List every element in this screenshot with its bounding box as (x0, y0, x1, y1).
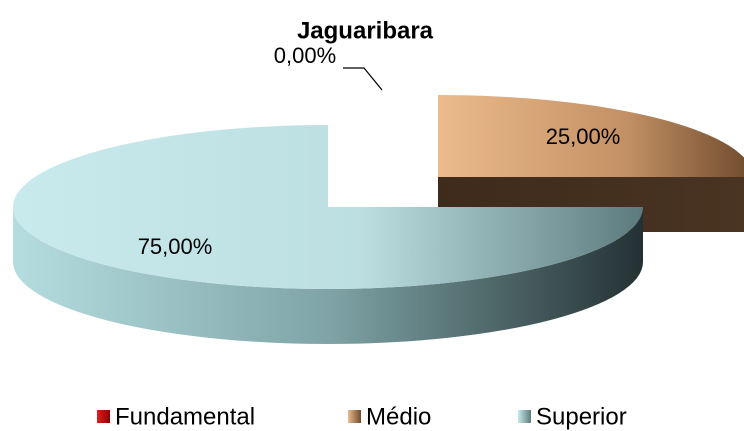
legend-swatch (97, 410, 110, 423)
legend-label: Superior (536, 403, 627, 430)
slice-side (13, 207, 643, 344)
legend-label: Médio (366, 403, 431, 430)
chart-title: Jaguaribara (297, 17, 434, 44)
legend-label: Fundamental (115, 403, 255, 430)
pie-slice (13, 125, 643, 289)
data-label: 25,00% (546, 124, 621, 149)
legend-swatch (518, 410, 531, 423)
pie-slice (438, 95, 744, 177)
legend-swatch (348, 410, 361, 423)
data-label: 0,00% (274, 43, 336, 68)
data-label: 75,00% (138, 234, 213, 259)
leader-line (343, 67, 383, 91)
